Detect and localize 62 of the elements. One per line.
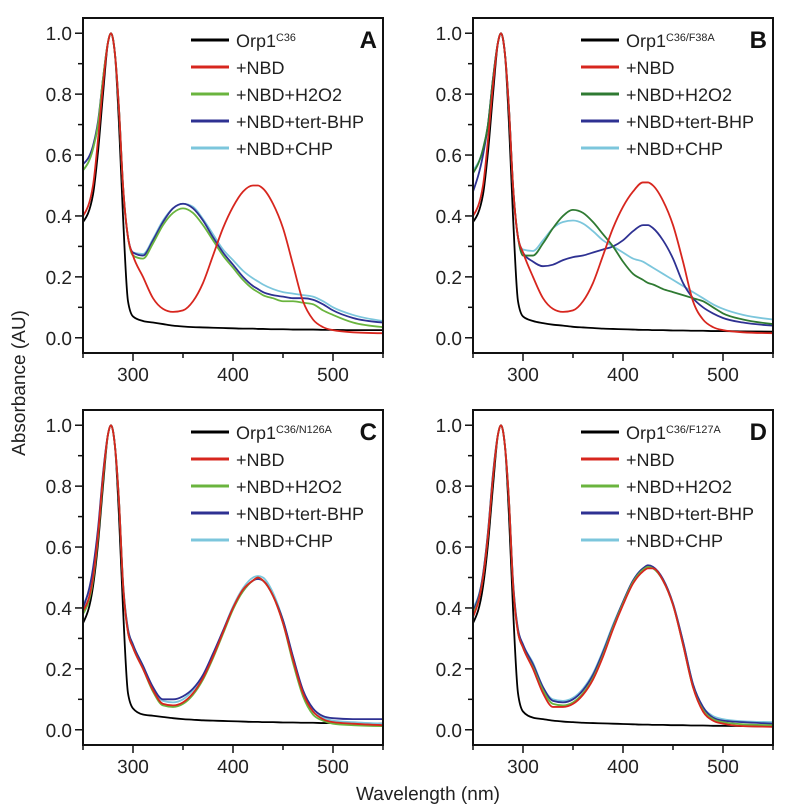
y-tick-label: 0.2	[436, 268, 462, 289]
y-tick-label: 0.6	[436, 538, 462, 560]
chart-title: D	[750, 419, 767, 446]
y-tick-label: 0.4	[46, 598, 72, 620]
y-tick-label: 0.0	[46, 328, 72, 350]
x-tick-label: 300	[507, 757, 539, 778]
x-tick-label: 300	[117, 757, 149, 778]
y-tick-label: 0.6	[436, 146, 462, 168]
x-tick-label: 400	[607, 365, 639, 386]
legend-label: +NBD	[236, 450, 285, 470]
legend-label: +NBD+CHP	[626, 139, 724, 159]
y-tick-label: 1.0	[436, 24, 462, 46]
y-tick-label: 1.0	[46, 416, 72, 438]
y-tick-label: 0.4	[436, 598, 462, 620]
y-tick-label: 0.2	[436, 660, 462, 681]
y-tick-label: 1.0	[46, 24, 72, 46]
y-tick-label: 0.6	[46, 146, 72, 168]
y-tick-label: 0.0	[436, 720, 462, 742]
y-tick-label: 0.8	[46, 85, 72, 106]
legend-label: Orp1$^{C36/F127A}$	[626, 423, 722, 443]
x-tick-label: 300	[507, 365, 539, 386]
y-tick-label: 0.0	[436, 328, 462, 350]
x-tick-label: 500	[317, 757, 349, 778]
legend-label: +NBD+CHP	[626, 531, 724, 551]
legend-label: +NBD	[626, 58, 675, 78]
legend-label: Orp1$^{C36}$	[236, 31, 296, 51]
x-tick-label: 400	[607, 757, 639, 778]
legend-label: +NBD+CHP	[236, 139, 334, 159]
x-tick-label: 500	[317, 365, 349, 386]
legend-label: Orp1$^{C36/F38A}$	[626, 31, 716, 51]
y-tick-label: 0.8	[436, 477, 462, 498]
y-tick-label: 0.6	[46, 538, 72, 560]
chart-title: C	[360, 419, 377, 446]
y-tick-label: 0.4	[46, 206, 72, 228]
x-tick-label: 400	[217, 757, 249, 778]
y-tick-label: 0.0	[46, 720, 72, 742]
legend-label: +NBD+H2O2	[626, 85, 732, 105]
x-tick-label: 500	[707, 365, 739, 386]
legend-label: +NBD	[236, 58, 285, 78]
x-tick-label: 300	[117, 365, 149, 386]
legend-label: +NBD+tert-BHP	[236, 504, 364, 524]
y-tick-label: 0.2	[46, 660, 72, 681]
legend-label: +NBD+tert-BHP	[626, 112, 754, 132]
y-tick-label: 0.8	[436, 85, 462, 106]
y-axis-title: Absorbance (AU)	[9, 310, 30, 456]
y-tick-label: 0.4	[436, 206, 462, 228]
legend-label: +NBD+H2O2	[236, 85, 342, 105]
legend-label: +NBD+tert-BHP	[626, 504, 754, 524]
y-tick-label: 0.2	[46, 268, 72, 289]
x-axis-title: Wavelength (nm)	[356, 784, 500, 805]
chart-title: A	[360, 27, 377, 54]
legend-label: +NBD	[626, 450, 675, 470]
y-tick-label: 1.0	[436, 416, 462, 438]
x-tick-label: 400	[217, 365, 249, 386]
legend-label: +NBD+H2O2	[626, 477, 732, 497]
legend-label: Orp1$^{C36/N126A}$	[236, 423, 333, 443]
legend-label: +NBD+tert-BHP	[236, 112, 364, 132]
y-tick-label: 0.8	[46, 477, 72, 498]
chart-title: B	[750, 27, 767, 54]
x-tick-label: 500	[707, 757, 739, 778]
legend-label: +NBD+CHP	[236, 531, 334, 551]
legend-label: +NBD+H2O2	[236, 477, 342, 497]
